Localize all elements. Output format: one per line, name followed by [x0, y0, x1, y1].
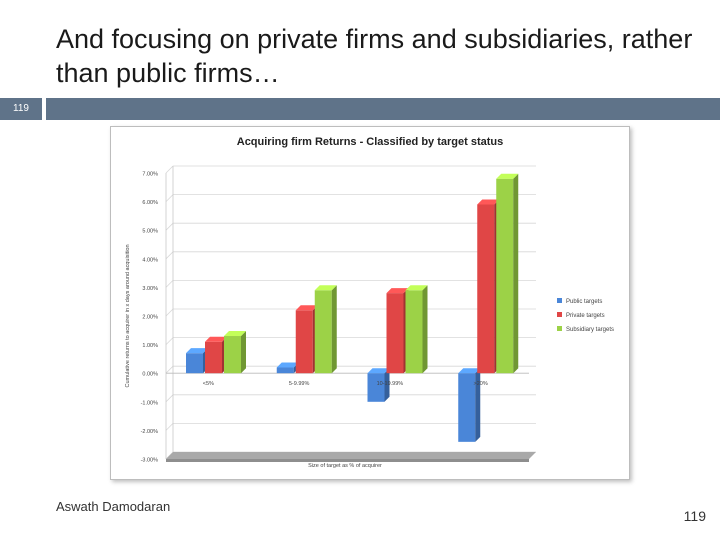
bar: [276, 367, 294, 374]
bar-top: [314, 285, 337, 291]
bar: [367, 373, 385, 402]
gridline-side: [165, 423, 174, 431]
bar-side: [422, 285, 428, 374]
legend-entry: Subsidiary targets: [566, 327, 614, 333]
legend-swatch: [557, 312, 562, 317]
x-axis-label: Size of target as % of acquirer: [308, 463, 382, 469]
bar-top: [276, 362, 299, 368]
gridline-side: [165, 308, 174, 317]
legend-swatch: [557, 298, 562, 303]
chart-title: Acquiring firm Returns - Classified by t…: [236, 136, 504, 148]
bar: [295, 310, 313, 374]
bar: [386, 293, 404, 374]
bar-top: [386, 288, 409, 294]
y-tick-label: 1.00%: [142, 343, 158, 349]
gridline-side: [165, 337, 174, 345]
x-tick-label: <5%: [203, 381, 214, 387]
bar-chart: 7.00% 6.00% 5.00% 4.00% 3.00% 2.00% 1.00% 0.00%…: [125, 165, 614, 469]
bar: [496, 178, 514, 374]
legend-entry: Public targets: [566, 299, 602, 305]
y-tick-label: 2.00%: [142, 315, 158, 321]
chart-frame: Acquiring firm Returns - Classified by t…: [110, 126, 630, 480]
y-tick-label: 3.00%: [142, 286, 158, 292]
x-tick-label: 10-19.99%: [377, 381, 404, 387]
bar-side: [384, 368, 390, 402]
chart-floor-edge: [166, 459, 529, 462]
chart-floor: [166, 452, 536, 459]
bar-top: [367, 368, 390, 374]
bar: [224, 336, 241, 374]
bar-top: [477, 199, 500, 205]
legend-entry: Private targets: [566, 313, 605, 319]
bar-side: [475, 368, 481, 442]
title-divider-bar: [46, 98, 720, 120]
bar: [458, 373, 476, 442]
bar-top: [186, 348, 208, 354]
y-axis-label: Cumulative returns to acquirer in x days…: [125, 244, 131, 387]
bar-top: [496, 173, 519, 179]
bar-top: [224, 331, 246, 337]
gridline-side: [165, 365, 174, 374]
y-tick-label: 7.00%: [142, 172, 158, 178]
x-tick-label: 5-9.99%: [289, 381, 310, 387]
gridline-side: [165, 165, 174, 174]
y-tick-label: 6.00%: [142, 200, 158, 206]
y-tick-label: 4.00%: [142, 257, 158, 263]
bar-top: [405, 285, 428, 291]
bar: [205, 341, 222, 374]
bar-side: [513, 173, 519, 374]
y-tick-label: 5.00%: [142, 229, 158, 235]
bar-side: [331, 285, 337, 374]
gridline-side: [165, 251, 174, 260]
slide-title: And focusing on private firms and subsid…: [56, 24, 693, 88]
bar-side: [241, 331, 246, 374]
y-tick-label: -2.00%: [141, 429, 159, 435]
footer-author: Aswath Damodaran: [56, 499, 171, 514]
bar: [186, 353, 203, 374]
bar-top: [458, 368, 481, 374]
footer-page-number: 119: [683, 508, 706, 524]
gridline-side: [165, 394, 174, 403]
legend-swatch: [557, 326, 562, 331]
x-tick-label: >20%: [474, 381, 488, 387]
y-tick-label: -1.00%: [141, 400, 159, 406]
gridline-side: [165, 280, 174, 288]
bar: [477, 204, 495, 374]
y-tick-label: -3.00%: [141, 458, 159, 464]
y-tick-label: 0.00%: [142, 372, 158, 378]
gridline-side: [165, 194, 174, 202]
bar-top: [205, 336, 227, 342]
bar: [314, 290, 332, 374]
bar-top: [295, 305, 318, 311]
slide-number-badge: 119: [0, 98, 42, 120]
bar: [405, 290, 423, 374]
gridline-side: [165, 222, 174, 231]
